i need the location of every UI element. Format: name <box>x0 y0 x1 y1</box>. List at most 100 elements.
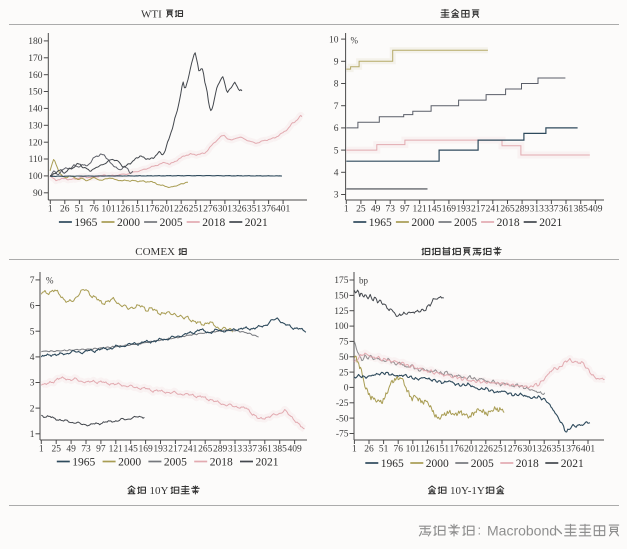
svg-text:409: 409 <box>287 445 302 455</box>
svg-text:25: 25 <box>356 205 366 215</box>
svg-text:276: 276 <box>508 445 523 455</box>
svg-text:73: 73 <box>81 445 91 455</box>
svg-text:101: 101 <box>406 445 421 455</box>
svg-text:2005: 2005 <box>160 217 183 229</box>
svg-text:-75: -75 <box>336 430 349 440</box>
svg-text:126: 126 <box>420 445 435 455</box>
svg-text:1: 1 <box>344 205 349 215</box>
svg-text:160: 160 <box>28 71 43 81</box>
svg-text:2005: 2005 <box>454 217 477 229</box>
svg-text:10: 10 <box>329 35 339 45</box>
svg-text:2000: 2000 <box>117 217 140 229</box>
svg-text:2021: 2021 <box>256 457 279 469</box>
svg-text:226: 226 <box>174 205 189 215</box>
svg-text:376: 376 <box>261 205 276 215</box>
svg-text:2000: 2000 <box>411 217 434 229</box>
svg-text:1: 1 <box>48 205 53 215</box>
svg-text:376: 376 <box>566 445 581 455</box>
svg-text:110: 110 <box>29 155 43 165</box>
svg-text:125: 125 <box>334 307 349 317</box>
svg-text:120: 120 <box>28 138 43 148</box>
svg-text:1: 1 <box>352 445 357 455</box>
svg-text:301: 301 <box>522 445 537 455</box>
svg-text:150: 150 <box>334 292 349 302</box>
svg-text:2005: 2005 <box>471 458 494 470</box>
svg-text:-50: -50 <box>336 414 349 424</box>
svg-text:1: 1 <box>30 430 35 440</box>
svg-text:217: 217 <box>168 445 183 455</box>
svg-text:10Y-1Y: 10Y-1Y <box>450 485 485 497</box>
svg-text:201: 201 <box>160 205 175 215</box>
svg-text:140: 140 <box>28 105 43 115</box>
svg-text:313: 313 <box>228 445 243 455</box>
svg-text:90: 90 <box>33 189 43 199</box>
svg-text:169: 169 <box>442 205 457 215</box>
svg-text:2018: 2018 <box>210 457 233 469</box>
svg-text:7: 7 <box>334 102 339 112</box>
svg-text:8: 8 <box>334 80 339 90</box>
svg-text:Macrobond: Macrobond <box>487 523 557 539</box>
svg-text:76: 76 <box>89 205 99 215</box>
svg-text:409: 409 <box>588 205 603 215</box>
svg-text:97: 97 <box>96 445 106 455</box>
svg-text:151: 151 <box>130 205 145 215</box>
svg-text:WTI: WTI <box>141 8 162 20</box>
svg-text:2018: 2018 <box>202 217 225 229</box>
svg-text:%: % <box>46 276 54 286</box>
svg-text:130: 130 <box>28 122 43 132</box>
svg-text:385: 385 <box>273 445 288 455</box>
svg-text:401: 401 <box>581 445 596 455</box>
svg-text:51: 51 <box>75 205 85 215</box>
svg-text:337: 337 <box>544 205 559 215</box>
svg-text:176: 176 <box>449 445 464 455</box>
svg-text:3: 3 <box>30 379 35 389</box>
svg-text:2018: 2018 <box>497 217 520 229</box>
svg-text:193: 193 <box>456 205 471 215</box>
svg-text:276: 276 <box>203 205 218 215</box>
svg-text:6: 6 <box>334 124 339 134</box>
svg-text:241: 241 <box>486 205 501 215</box>
svg-text:26: 26 <box>60 205 70 215</box>
svg-text:361: 361 <box>559 205 574 215</box>
svg-text:0: 0 <box>344 384 349 394</box>
svg-text:51: 51 <box>379 445 389 455</box>
svg-text:4: 4 <box>334 169 339 179</box>
svg-text:201: 201 <box>464 445 479 455</box>
svg-text:326: 326 <box>537 445 552 455</box>
svg-text:1: 1 <box>39 445 44 455</box>
svg-text:2021: 2021 <box>539 217 562 229</box>
svg-text:193: 193 <box>153 445 168 455</box>
svg-text:25: 25 <box>339 368 349 378</box>
svg-text:9: 9 <box>334 58 339 68</box>
svg-text:2000: 2000 <box>426 458 449 470</box>
svg-text:226: 226 <box>479 445 494 455</box>
svg-text:145: 145 <box>427 205 442 215</box>
svg-text:170: 170 <box>28 54 43 64</box>
svg-text:151: 151 <box>435 445 450 455</box>
svg-text:2: 2 <box>30 404 35 414</box>
svg-text:50: 50 <box>339 353 349 363</box>
svg-text:145: 145 <box>124 445 139 455</box>
svg-text:176: 176 <box>145 205 160 215</box>
svg-text:97: 97 <box>400 205 410 215</box>
svg-text:351: 351 <box>552 445 567 455</box>
svg-text:217: 217 <box>471 205 486 215</box>
svg-text:121: 121 <box>412 205 427 215</box>
svg-text:1965: 1965 <box>74 217 97 229</box>
svg-text:401: 401 <box>276 205 291 215</box>
svg-text:1965: 1965 <box>369 217 392 229</box>
svg-text:-25: -25 <box>336 399 349 409</box>
svg-text:326: 326 <box>232 205 247 215</box>
svg-text:4: 4 <box>30 353 35 363</box>
svg-text:25: 25 <box>51 445 61 455</box>
svg-text:2005: 2005 <box>164 457 187 469</box>
svg-text:337: 337 <box>243 445 258 455</box>
svg-text:385: 385 <box>574 205 589 215</box>
svg-text:2021: 2021 <box>245 217 268 229</box>
svg-text:1965: 1965 <box>72 457 95 469</box>
svg-text:49: 49 <box>371 205 381 215</box>
svg-text:76: 76 <box>393 445 403 455</box>
svg-text:150: 150 <box>28 88 43 98</box>
svg-text:COMEX: COMEX <box>135 246 175 258</box>
svg-text:bp: bp <box>359 276 369 286</box>
